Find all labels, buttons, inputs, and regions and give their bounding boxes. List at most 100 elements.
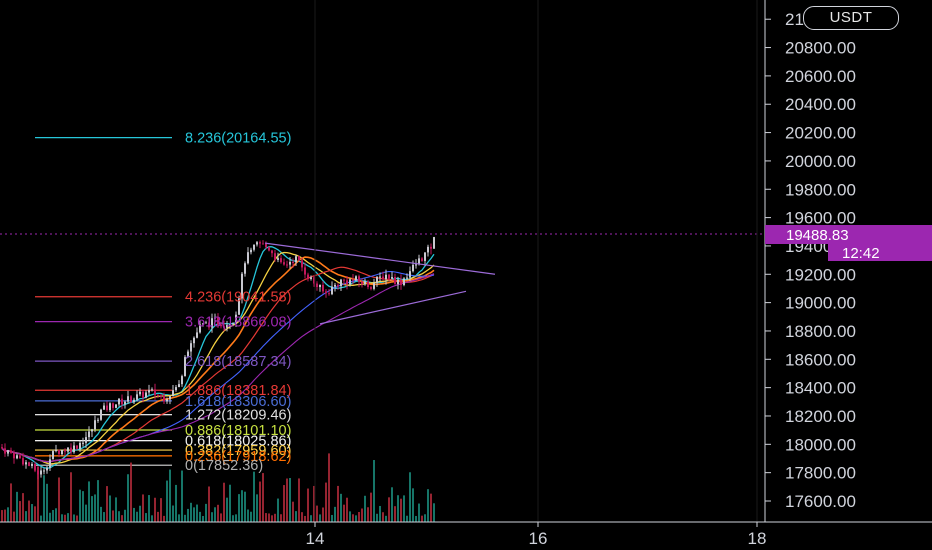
fib-level-label: 3.618(18866.08) (185, 315, 291, 331)
candle-body (70, 447, 72, 453)
candle-body (163, 395, 165, 402)
volume-bar (49, 512, 51, 522)
candle-body (130, 396, 132, 403)
candle-body (319, 284, 321, 288)
candle-body (289, 261, 291, 265)
candle-body (31, 463, 33, 466)
volume-bar (232, 515, 234, 522)
price-tick-label: 18600.00 (785, 350, 856, 369)
candle-body (310, 277, 312, 279)
candle-body (220, 324, 222, 327)
countdown-badge-text: 12:42 (842, 245, 880, 262)
volume-bar (196, 504, 198, 522)
volume-bar (220, 513, 222, 522)
volume-bar (217, 504, 219, 522)
volume-bar (382, 512, 384, 522)
candle-body (277, 258, 279, 260)
volume-bar (364, 495, 366, 522)
volume-bar (22, 493, 24, 522)
price-tick-label: 20200.00 (785, 124, 856, 143)
candle-body (226, 324, 228, 328)
volume-bar (412, 488, 414, 522)
fib-level-label: 4.236(19041.58) (185, 290, 291, 306)
candle-body (22, 458, 24, 465)
fib-level-label: 0.618(18025.86) (185, 434, 291, 450)
support-trendline[interactable] (319, 290, 467, 325)
trendlines[interactable] (264, 242, 496, 325)
candle-body (271, 250, 273, 254)
candle-body (415, 264, 417, 266)
candle-body (91, 429, 93, 432)
candle-body (214, 317, 216, 319)
volume-bar (223, 482, 225, 522)
candle-body (121, 398, 123, 405)
candle-body (97, 419, 99, 421)
volume-bar (340, 493, 342, 522)
currency-button[interactable]: USDT (803, 6, 899, 30)
volume-bar (67, 513, 69, 522)
candle-body (259, 242, 261, 244)
volume-bar (157, 511, 159, 522)
candle-body (142, 391, 144, 398)
volume-bar (271, 515, 273, 522)
volume-bar (430, 493, 432, 522)
volume-bar (121, 515, 123, 522)
volume-bar (418, 503, 420, 522)
candle-body (379, 276, 381, 278)
volume-bar (337, 485, 339, 522)
volume-bar (73, 514, 75, 522)
price-tick-label: 19600.00 (785, 209, 856, 228)
candle-body (136, 394, 138, 400)
volume-bar (274, 513, 276, 522)
candle-body (280, 258, 282, 263)
resistance-trendline[interactable] (264, 242, 496, 275)
volume-bar (13, 511, 15, 522)
volume-bar (310, 515, 312, 522)
candle-body (85, 437, 87, 443)
volume-bar (112, 510, 114, 522)
candle-body (373, 282, 375, 289)
candle-body (307, 274, 309, 279)
volume-bar (256, 494, 258, 522)
fib-level-labels: 8.236(20164.55) 4.236(19041.58) 3.618(1886… (185, 131, 291, 475)
volume-bar (427, 489, 429, 522)
volume-bar (349, 511, 351, 522)
volume-bar (130, 462, 132, 522)
candle-body (55, 449, 57, 452)
volume-bar (133, 507, 135, 522)
candle-body (256, 242, 258, 245)
volume-bar (70, 472, 72, 522)
candle-body (49, 459, 51, 468)
volume-bar (406, 515, 408, 522)
candle-body (247, 252, 249, 264)
volume-bar (262, 473, 264, 522)
volume-bar (244, 491, 246, 522)
candle-body (88, 431, 90, 438)
volume-bar (280, 514, 282, 522)
candle-body (274, 253, 276, 260)
candle-body (178, 384, 180, 388)
candle-body (148, 390, 150, 393)
candle-body (172, 390, 174, 397)
candle-body (40, 470, 42, 475)
candle-body (367, 281, 369, 288)
fib-retracement-lines (35, 137, 172, 466)
candle-body (151, 389, 153, 391)
volume-bar (379, 505, 381, 522)
volume-bar (400, 498, 402, 522)
volume-bar (127, 474, 129, 522)
volume-bar (292, 501, 294, 522)
price-axis[interactable]: 21000.0020800.0020600.0020400.0020200.00… (765, 10, 856, 511)
volume-bar (208, 486, 210, 522)
time-axis[interactable]: 14 16 18 (306, 522, 767, 548)
candle-body (100, 409, 102, 420)
candle-body (154, 389, 156, 396)
volume-bar (166, 480, 168, 522)
candle-body (346, 280, 348, 285)
candle-body (196, 332, 198, 338)
volume-bar (34, 506, 36, 522)
candle-body (262, 243, 264, 245)
candle-body (265, 243, 267, 248)
volume-bar (319, 514, 321, 522)
